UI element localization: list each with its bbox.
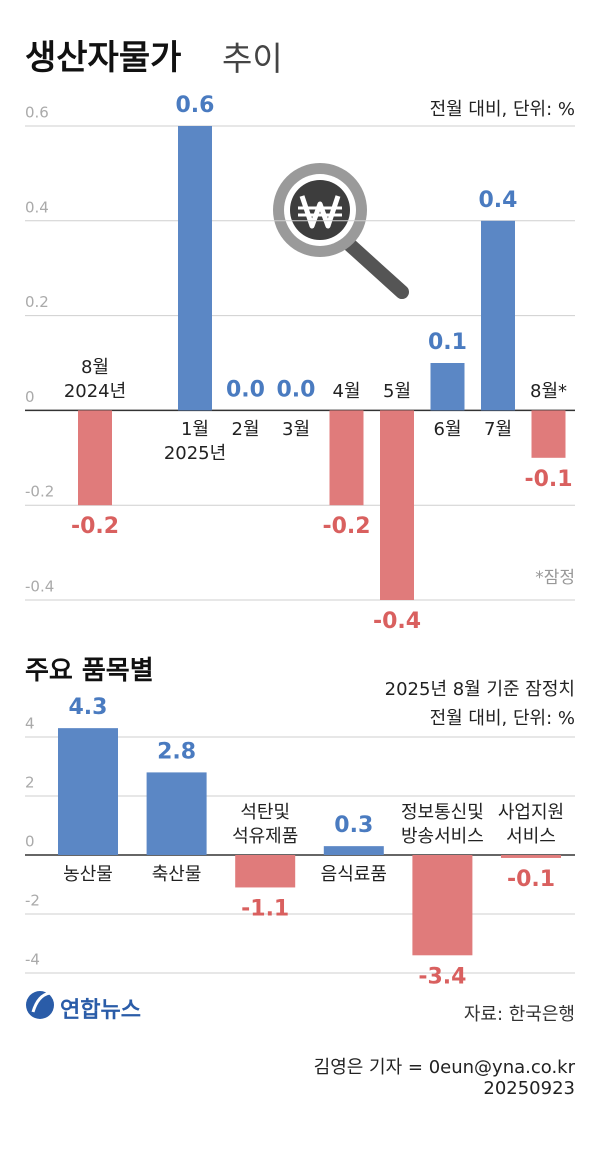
y-tick-label: 0.2 xyxy=(25,293,49,311)
y-tick-label: -4 xyxy=(25,951,40,969)
bar xyxy=(78,410,112,506)
logo: 연합뉴스 xyxy=(60,998,141,1023)
y-tick-label: 0 xyxy=(25,388,35,406)
y-tick-label: 2 xyxy=(25,774,35,792)
x-tick-label: 3월 xyxy=(281,419,311,441)
value-label: 0.4 xyxy=(479,188,518,213)
bar xyxy=(430,363,465,411)
bar xyxy=(481,220,515,411)
title-suffix: 추이 xyxy=(222,39,283,78)
x-tick-label: 1월 2025년 xyxy=(163,419,227,465)
value-label: -0.2 xyxy=(322,514,370,539)
value-label: 4.3 xyxy=(69,695,108,720)
bar xyxy=(412,855,473,956)
value-label: -0.4 xyxy=(373,609,421,634)
magnifier-icon xyxy=(273,163,409,299)
x-tick-label: 정보통신및 방송서비스 xyxy=(400,802,484,847)
y-tick-label: -0.4 xyxy=(25,578,54,596)
x-tick-label: 음식료품 xyxy=(320,864,387,885)
value-label: 0.0 xyxy=(226,377,265,402)
y-tick-label: 0.4 xyxy=(25,198,49,216)
y-tick-label: -2 xyxy=(25,892,40,910)
bar xyxy=(329,410,364,506)
x-tick-label: 석탄및 석유제품 xyxy=(232,802,299,847)
value-label: -0.1 xyxy=(524,467,572,492)
value-label: -0.1 xyxy=(507,867,555,892)
x-tick-label: 6월 xyxy=(433,419,462,441)
value-label: 2.8 xyxy=(157,739,196,764)
x-tick-label: 축산물 xyxy=(151,864,202,885)
bar xyxy=(178,126,212,411)
x-tick-label: 7월 xyxy=(483,419,513,441)
bar xyxy=(146,772,207,855)
value-label: 0.0 xyxy=(277,377,316,402)
y-tick-label: 4 xyxy=(25,715,35,733)
x-tick-label: 5월 xyxy=(382,381,412,403)
value-label: -1.1 xyxy=(241,896,289,921)
value-label: -3.4 xyxy=(418,964,466,989)
bar xyxy=(531,410,566,458)
bar xyxy=(380,410,414,600)
value-label: 0.1 xyxy=(428,330,467,355)
x-tick-label: 8월 2024년 xyxy=(63,357,127,403)
x-tick-label: 사업지원 서비스 xyxy=(497,802,565,847)
y-tick-label: 0 xyxy=(25,833,35,851)
value-label: 0.3 xyxy=(334,813,373,838)
source: 자료: 한국은행 xyxy=(463,1004,575,1025)
value-label: 0.6 xyxy=(176,93,215,118)
bar xyxy=(501,855,561,858)
chart-title: 주요 품목별 xyxy=(25,656,154,686)
logo-mark xyxy=(26,991,54,1019)
unit-note: 전월 대비, 단위: % xyxy=(429,99,575,120)
subtitle: 2025년 8월 기준 잠정치 xyxy=(384,679,575,700)
bar xyxy=(235,855,296,888)
y-tick-label: 0.6 xyxy=(25,104,49,122)
value-label: -0.2 xyxy=(71,514,119,539)
x-tick-label: 2월 xyxy=(231,419,260,441)
bar xyxy=(323,846,384,855)
footnote: *잠정 xyxy=(535,568,575,588)
x-tick-label: 농산물 xyxy=(63,864,113,885)
byline: 김영은 기자 = 0eun@yna.co.kr xyxy=(313,1057,575,1078)
title: 생산자물가 xyxy=(25,38,182,78)
unit-note: 전월 대비, 단위: % xyxy=(429,708,575,729)
x-tick-label: 4월 xyxy=(332,381,361,403)
x-tick-label: 8월* xyxy=(529,381,568,403)
date: 20250923 xyxy=(483,1078,575,1099)
y-tick-label: -0.2 xyxy=(25,483,54,501)
bar xyxy=(58,728,118,855)
